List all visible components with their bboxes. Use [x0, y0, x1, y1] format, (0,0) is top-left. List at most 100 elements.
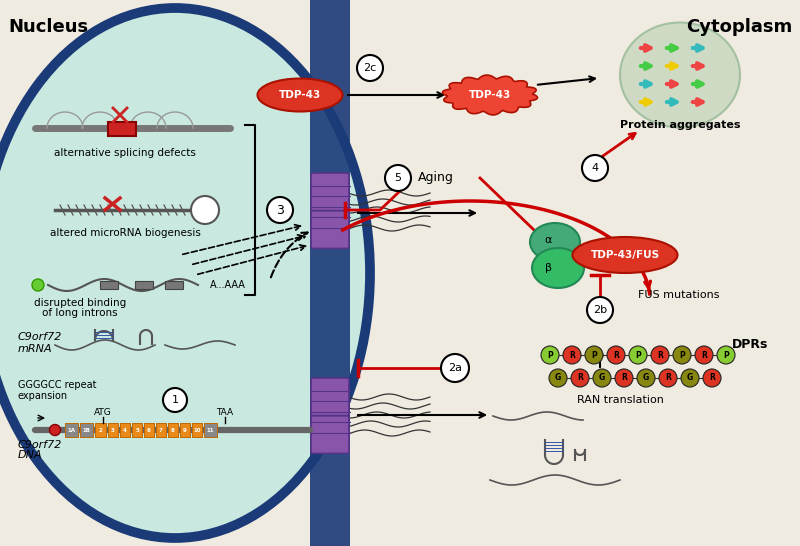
- Circle shape: [593, 369, 611, 387]
- Text: TDP-43: TDP-43: [469, 90, 511, 100]
- Text: 2a: 2a: [448, 363, 462, 373]
- Text: 5: 5: [135, 428, 139, 432]
- Text: DPRs: DPRs: [732, 339, 768, 352]
- Circle shape: [695, 346, 713, 364]
- Text: alternative splicing defects: alternative splicing defects: [54, 148, 196, 158]
- Text: C9orf72: C9orf72: [18, 440, 62, 450]
- Text: 11: 11: [206, 428, 214, 432]
- Text: R: R: [621, 373, 627, 383]
- Circle shape: [163, 388, 187, 412]
- Circle shape: [191, 196, 219, 224]
- Bar: [204, 423, 217, 437]
- Text: Nucleus: Nucleus: [8, 18, 88, 36]
- Text: 4: 4: [591, 163, 598, 173]
- Text: TAA: TAA: [217, 408, 234, 417]
- Circle shape: [703, 369, 721, 387]
- Circle shape: [587, 297, 613, 323]
- Ellipse shape: [530, 223, 580, 261]
- Circle shape: [582, 155, 608, 181]
- Circle shape: [607, 346, 625, 364]
- Text: A...AAA: A...AAA: [210, 280, 246, 290]
- Text: 10: 10: [194, 428, 201, 432]
- Text: TDP-43: TDP-43: [279, 90, 321, 100]
- Bar: [108, 423, 118, 437]
- Circle shape: [357, 55, 383, 81]
- Bar: [165, 281, 183, 289]
- Bar: [132, 423, 142, 437]
- Text: R: R: [569, 351, 575, 359]
- Circle shape: [681, 369, 699, 387]
- Text: G: G: [599, 373, 605, 383]
- Text: 2b: 2b: [593, 305, 607, 315]
- Text: R: R: [657, 351, 663, 359]
- Text: GGGGCC repeat: GGGGCC repeat: [18, 380, 97, 390]
- Text: R: R: [701, 351, 707, 359]
- Bar: [192, 423, 202, 437]
- Text: FUS mutations: FUS mutations: [638, 290, 719, 300]
- Text: 3: 3: [111, 428, 115, 432]
- Bar: [135, 281, 153, 289]
- Bar: [180, 423, 190, 437]
- Text: R: R: [709, 373, 715, 383]
- Text: 1B: 1B: [82, 428, 90, 432]
- Circle shape: [549, 369, 567, 387]
- Text: 8: 8: [171, 428, 175, 432]
- Text: Cytoplasm: Cytoplasm: [686, 18, 792, 36]
- Circle shape: [615, 369, 633, 387]
- Text: TDP-43/FUS: TDP-43/FUS: [590, 250, 659, 260]
- Bar: [144, 423, 154, 437]
- Circle shape: [651, 346, 669, 364]
- Circle shape: [717, 346, 735, 364]
- Circle shape: [585, 346, 603, 364]
- FancyBboxPatch shape: [311, 378, 349, 416]
- Text: C9orf72: C9orf72: [18, 332, 62, 342]
- Text: 9: 9: [183, 428, 187, 432]
- Circle shape: [32, 279, 44, 291]
- Text: expansion: expansion: [18, 391, 68, 401]
- Bar: [168, 423, 178, 437]
- Bar: [120, 423, 130, 437]
- Text: mRNA: mRNA: [18, 344, 53, 354]
- Circle shape: [541, 346, 559, 364]
- Circle shape: [267, 197, 293, 223]
- Text: G: G: [555, 373, 561, 383]
- Bar: [100, 281, 118, 289]
- FancyBboxPatch shape: [311, 416, 349, 453]
- Polygon shape: [310, 0, 350, 546]
- Text: P: P: [635, 351, 641, 359]
- Text: 7: 7: [159, 428, 163, 432]
- Circle shape: [659, 369, 677, 387]
- Circle shape: [441, 354, 469, 382]
- Bar: [108, 122, 136, 136]
- Circle shape: [385, 165, 411, 191]
- Text: R: R: [665, 373, 671, 383]
- Bar: [80, 423, 93, 437]
- Text: α: α: [544, 235, 552, 245]
- Circle shape: [50, 424, 61, 436]
- Text: P: P: [547, 351, 553, 359]
- Text: G: G: [643, 373, 649, 383]
- Text: 5: 5: [394, 173, 402, 183]
- Text: DNA: DNA: [18, 450, 42, 460]
- Text: 4: 4: [123, 428, 127, 432]
- Text: 2: 2: [98, 428, 102, 432]
- Text: RAN translation: RAN translation: [577, 395, 663, 405]
- Text: P: P: [591, 351, 597, 359]
- Circle shape: [629, 346, 647, 364]
- Text: of long introns: of long introns: [42, 308, 118, 318]
- Bar: [65, 423, 78, 437]
- Text: ATG: ATG: [94, 408, 112, 417]
- Text: Protein aggregates: Protein aggregates: [620, 120, 740, 130]
- Ellipse shape: [620, 22, 740, 128]
- Bar: [95, 423, 106, 437]
- Ellipse shape: [532, 248, 584, 288]
- Text: P: P: [723, 351, 729, 359]
- Circle shape: [673, 346, 691, 364]
- Text: Aging: Aging: [418, 171, 454, 185]
- Text: P: P: [679, 351, 685, 359]
- Text: 1: 1: [171, 395, 178, 405]
- Text: β: β: [545, 263, 551, 273]
- Ellipse shape: [258, 79, 342, 111]
- Ellipse shape: [0, 8, 370, 538]
- Text: disrupted binding: disrupted binding: [34, 298, 126, 308]
